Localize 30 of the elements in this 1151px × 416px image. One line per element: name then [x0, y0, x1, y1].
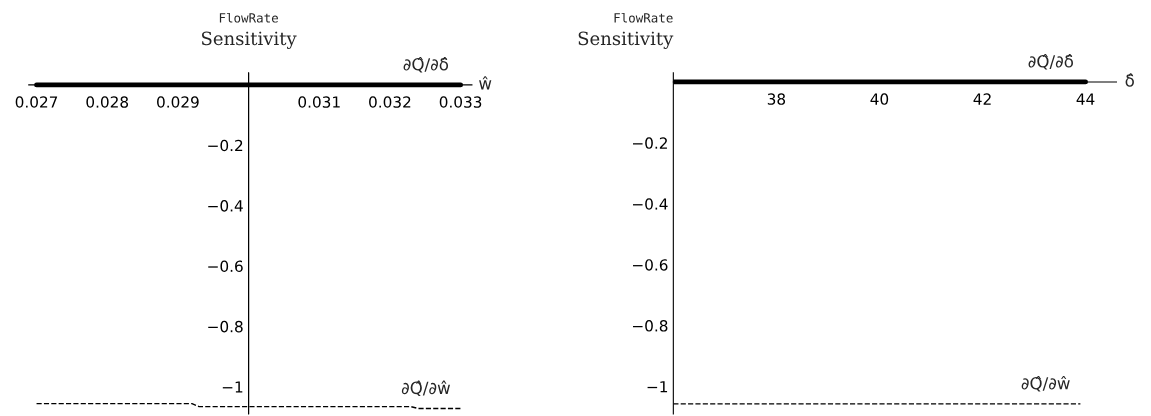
chart-title: FlowRate — [219, 12, 278, 23]
y-axis-title: Sensitivity — [202, 31, 297, 49]
y-tick-label: −0.8 — [632, 320, 668, 332]
x-tick-label: 0.027 — [15, 96, 58, 108]
x-axis-title: ŵ — [479, 76, 492, 90]
x-tick-label: 0.031 — [298, 96, 340, 108]
y-tick-label: −0.4 — [632, 198, 668, 210]
series-label: ∂Q̂/∂δ̂ — [403, 56, 449, 73]
y-tick-label: −1 — [222, 381, 243, 393]
y-tick-label: −0.6 — [632, 259, 668, 271]
x-tick-label: 40 — [870, 93, 889, 105]
x-tick-label: 42 — [973, 93, 991, 105]
x-tick-label: 0.032 — [369, 96, 411, 108]
x-tick-label: 0.028 — [86, 96, 129, 108]
y-tick-label: −0.6 — [208, 260, 243, 273]
y-axis-title: Sensitivity — [578, 31, 674, 49]
series-label: ∂Q̂/∂ŵ — [401, 380, 450, 397]
y-tick-label: −1 — [647, 381, 668, 393]
y-tick-label: −0.8 — [208, 320, 243, 333]
x-tick-label: 0.029 — [157, 96, 199, 108]
y-tick-label: −0.2 — [208, 139, 243, 152]
x-axis-title: δ̂ — [1125, 73, 1134, 87]
series-label: ∂Q̂/∂ŵ — [1021, 375, 1070, 392]
y-tick-label: −0.4 — [208, 200, 243, 212]
x-tick-label: 0.033 — [439, 96, 482, 108]
y-tick-label: −0.2 — [632, 137, 667, 149]
x-tick-label: 38 — [767, 93, 786, 105]
series-label: ∂Q̂/∂δ̂ — [1028, 54, 1073, 70]
chart-title: FlowRate — [614, 12, 673, 23]
x-tick-label: 44 — [1076, 93, 1095, 105]
